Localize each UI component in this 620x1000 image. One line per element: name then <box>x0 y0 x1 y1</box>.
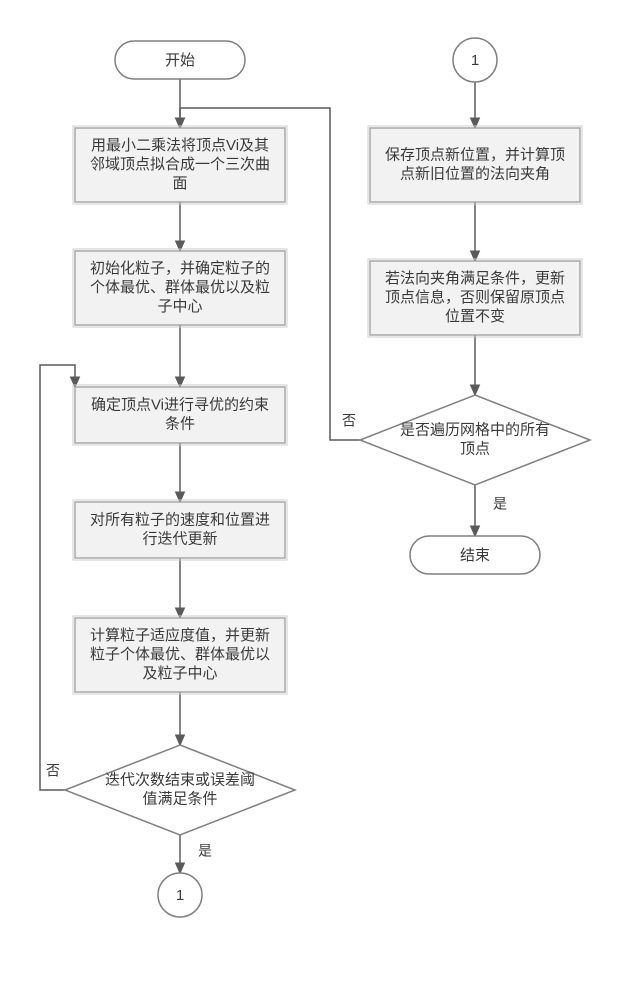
svg-text:子中心: 子中心 <box>157 298 202 315</box>
c1b-connector: 1 <box>453 38 497 82</box>
svg-text:点新旧位置的法向夹角: 点新旧位置的法向夹角 <box>400 165 550 182</box>
n2-process: 初始化粒子，并确定粒子的个体最优、群体最优以及粒子中心 <box>73 249 287 327</box>
svg-text:开始: 开始 <box>165 52 195 69</box>
svg-text:条件: 条件 <box>165 415 195 432</box>
r1-process: 保存顶点新位置，并计算顶点新旧位置的法向夹角 <box>368 126 582 204</box>
n5-process: 计算粒子适应度值，并更新粒子个体最优、群体最优以及粒子中心 <box>73 616 287 694</box>
svg-text:否: 否 <box>46 763 60 779</box>
c1-connector: 1 <box>158 873 202 917</box>
svg-text:对所有粒子的速度和位置进: 对所有粒子的速度和位置进 <box>90 511 270 528</box>
n1-process: 用最小二乘法将顶点Vi及其邻域顶点拟合成一个三次曲面 <box>73 126 287 204</box>
svg-text:顶点信息，否则保留原顶点: 顶点信息，否则保留原顶点 <box>385 289 565 306</box>
d2-decision: 是否遍历网格中的所有顶点 <box>360 395 590 485</box>
svg-text:确定顶点Vi进行寻优的约束: 确定顶点Vi进行寻优的约束 <box>91 396 269 413</box>
d1-decision: 迭代次数结束或误差阈值满足条件 <box>65 745 295 835</box>
svg-text:是否遍历网格中的所有: 是否遍历网格中的所有 <box>400 421 550 438</box>
start-terminal: 开始 <box>115 41 245 79</box>
edge-d1-n3 <box>40 365 75 790</box>
svg-text:用最小二乘法将顶点Vi及其: 用最小二乘法将顶点Vi及其 <box>91 137 269 154</box>
svg-text:邻域顶点拟合成一个三次曲: 邻域顶点拟合成一个三次曲 <box>90 156 270 173</box>
svg-text:个体最优、群体最优以及粒: 个体最优、群体最优以及粒 <box>90 279 270 296</box>
svg-text:是: 是 <box>493 496 507 512</box>
svg-text:及粒子中心: 及粒子中心 <box>142 665 217 682</box>
svg-text:面: 面 <box>172 175 187 192</box>
svg-text:粒子个体最优、群体最优以: 粒子个体最优、群体最优以 <box>90 646 270 663</box>
svg-text:是: 是 <box>198 843 212 859</box>
end-terminal: 结束 <box>410 536 540 574</box>
svg-text:1: 1 <box>176 887 184 904</box>
svg-text:计算粒子适应度值，并更新: 计算粒子适应度值，并更新 <box>90 626 270 644</box>
svg-text:顶点: 顶点 <box>460 440 490 457</box>
n3-process: 确定顶点Vi进行寻优的约束条件 <box>73 385 287 445</box>
svg-text:否: 否 <box>342 413 356 429</box>
svg-text:结束: 结束 <box>460 547 490 564</box>
n4-process: 对所有粒子的速度和位置进行迭代更新 <box>73 500 287 560</box>
svg-text:若法向夹角满足条件，更新: 若法向夹角满足条件，更新 <box>385 270 565 287</box>
svg-text:位置不变: 位置不变 <box>445 308 505 325</box>
r2-process: 若法向夹角满足条件，更新顶点信息，否则保留原顶点位置不变 <box>368 259 582 337</box>
svg-text:初始化粒子，并确定粒子的: 初始化粒子，并确定粒子的 <box>90 260 270 277</box>
svg-text:保存顶点新位置，并计算顶: 保存顶点新位置，并计算顶 <box>385 145 565 163</box>
svg-text:值满足条件: 值满足条件 <box>142 790 217 807</box>
svg-text:行迭代更新: 行迭代更新 <box>142 530 217 547</box>
svg-text:1: 1 <box>471 52 479 69</box>
svg-text:迭代次数结束或误差阈: 迭代次数结束或误差阈 <box>105 771 255 788</box>
